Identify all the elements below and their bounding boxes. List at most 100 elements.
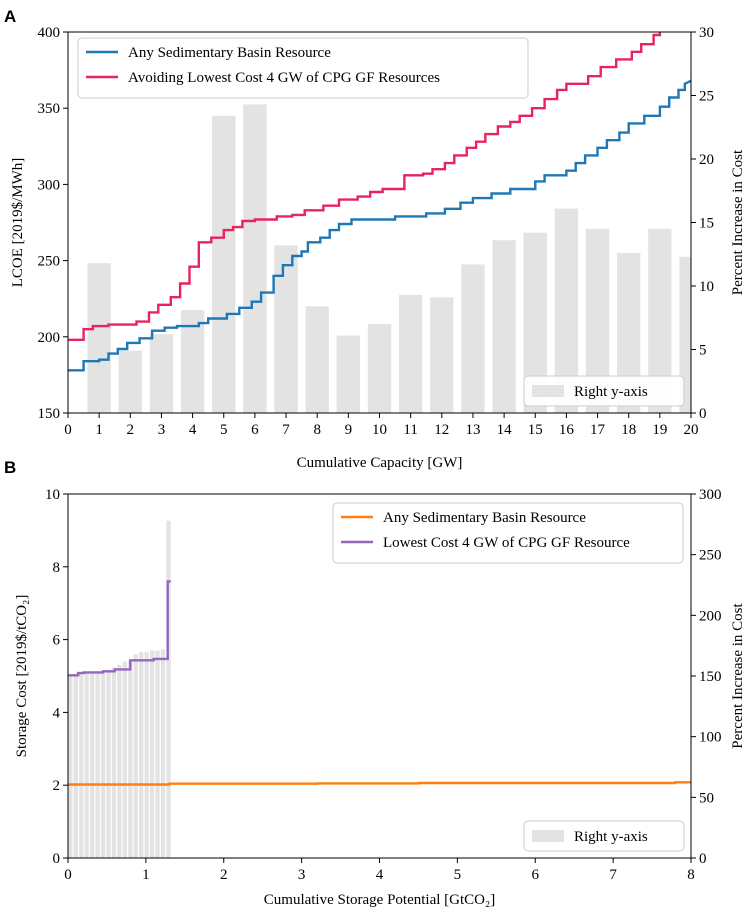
series-line-2 <box>68 32 662 341</box>
x-tick-label: 6 <box>532 867 540 883</box>
bar <box>274 245 298 413</box>
y2-tick-label: 100 <box>699 730 722 746</box>
bar <box>367 324 392 413</box>
legend-label-2: Lowest Cost 4 GW of CPG GF Resource <box>383 535 630 551</box>
x-tick-label: 6 <box>251 422 259 438</box>
x-tick-label: 19 <box>652 422 667 438</box>
y2-tick-label: 20 <box>699 152 714 168</box>
bar <box>523 232 547 413</box>
y-tick-label: 400 <box>38 25 61 41</box>
x-axis-label: Cumulative Capacity [GW] <box>297 455 463 471</box>
bar-legend-box <box>523 820 685 852</box>
y2-tick-label: 300 <box>699 487 722 503</box>
panel-label: A <box>4 7 16 26</box>
x-tick-label: 0 <box>64 422 72 438</box>
y2-tick-label: 250 <box>699 548 722 564</box>
y2-tick-label: 50 <box>699 790 714 806</box>
y2-tick-label: 0 <box>699 406 707 422</box>
x-tick-label: 8 <box>687 867 695 883</box>
y2-tick-label: 0 <box>699 851 707 867</box>
y-axis-label: Storage Cost [2019$/tCO₂] <box>14 595 30 758</box>
y2-tick-label: 5 <box>699 343 707 359</box>
bar-legend-label: Right y-axis <box>574 384 648 400</box>
bar <box>492 240 516 413</box>
y-tick-label: 4 <box>53 705 61 721</box>
bar <box>68 676 73 858</box>
x-tick-label: 17 <box>590 422 606 438</box>
bar <box>144 651 149 858</box>
bar <box>398 294 423 413</box>
bar <box>87 263 111 413</box>
bar <box>166 520 171 858</box>
bar <box>679 256 691 413</box>
bar <box>243 104 267 413</box>
bar <box>100 671 106 858</box>
bar <box>118 350 142 413</box>
line-group <box>68 32 691 372</box>
panel-label: B <box>4 458 16 477</box>
y-tick-label: 250 <box>38 254 61 270</box>
x-tick-label: 16 <box>559 422 575 438</box>
bar <box>149 650 155 858</box>
x-tick-label: 9 <box>345 422 353 438</box>
bar-legend-swatch <box>532 385 564 397</box>
legend-label-2: Avoiding Lowest Cost 4 GW of CPG GF Reso… <box>128 70 440 86</box>
x-tick-label: 20 <box>684 422 699 438</box>
bar-legend-swatch <box>532 830 564 842</box>
bar-legend-label: Right y-axis <box>574 829 648 845</box>
bar <box>212 115 236 413</box>
legend-label-1: Any Sedimentary Basin Resource <box>383 510 586 526</box>
bar <box>305 306 329 413</box>
bar <box>73 674 78 858</box>
bar <box>461 264 485 413</box>
y-axis-label: LCOE [2019$/MWh] <box>10 158 26 288</box>
y2-tick-label: 30 <box>699 25 714 41</box>
x-tick-label: 3 <box>298 867 306 883</box>
y-tick-label: 2 <box>53 778 61 794</box>
bar <box>585 228 610 413</box>
series-line-1 <box>68 781 691 786</box>
bar <box>122 661 127 858</box>
x-tick-label: 11 <box>403 422 417 438</box>
bar <box>617 252 641 413</box>
x-tick-label: 1 <box>95 422 103 438</box>
bar <box>648 228 672 413</box>
bar <box>149 334 174 413</box>
y2-tick-label: 25 <box>699 89 714 105</box>
bar <box>111 667 117 858</box>
bar <box>106 669 111 858</box>
y-tick-label: 8 <box>53 560 61 576</box>
x-tick-label: 2 <box>220 867 228 883</box>
bar-group <box>68 520 171 858</box>
y-tick-label: 200 <box>38 330 61 346</box>
legend-box <box>77 37 529 99</box>
bar <box>79 673 84 858</box>
y-tick-label: 350 <box>38 101 61 117</box>
x-tick-label: 0 <box>64 867 72 883</box>
x-tick-label: 4 <box>189 422 197 438</box>
y2-tick-label: 10 <box>699 279 714 295</box>
bar <box>139 651 144 858</box>
bar <box>554 208 579 413</box>
y2-tick-label: 200 <box>699 608 722 624</box>
y2-tick-label: 150 <box>699 669 722 685</box>
x-tick-label: 7 <box>609 867 617 883</box>
y2-axis-label: Percent Increase in Cost <box>730 149 746 295</box>
x-tick-label: 12 <box>434 422 449 438</box>
x-tick-label: 13 <box>465 422 480 438</box>
bar-legend-box <box>523 375 685 407</box>
x-tick-label: 5 <box>454 867 462 883</box>
bar <box>84 672 89 858</box>
chart-panel-b: B0 1 2 3 4 5 6 7 80246810050100150200250300Cumul… <box>4 458 746 908</box>
series-line-1 <box>68 79 691 372</box>
bar <box>89 672 95 858</box>
x-tick-label: 5 <box>220 422 228 438</box>
bar <box>336 335 361 413</box>
bar <box>95 671 100 858</box>
bar <box>160 649 166 858</box>
x-tick-label: 2 <box>127 422 135 438</box>
x-tick-label: 1 <box>142 867 150 883</box>
chart-panel-a: A0 1 2 3 4 5 6 7 8 9 10 11 12 13 14 15 16 17 18 19 201502002… <box>4 7 746 471</box>
y-tick-label: 10 <box>45 487 60 503</box>
y-tick-label: 150 <box>38 406 61 422</box>
